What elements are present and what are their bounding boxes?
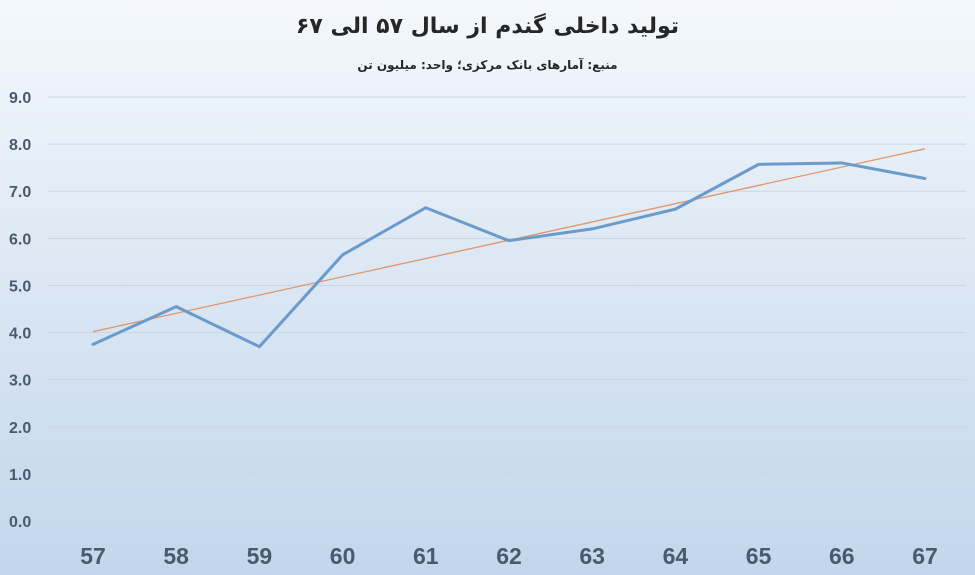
series-layer: [91, 161, 927, 349]
y-tick-label: 2.0: [9, 420, 31, 437]
x-axis-ticks: 57 58 59 60 61 62 63 64 65 66 67: [80, 543, 938, 569]
y-tick-label: 3.0: [9, 373, 31, 390]
y-tick-label: 1.0: [9, 467, 31, 484]
x-tick-label: 60: [330, 543, 356, 569]
x-tick-label: 58: [163, 543, 189, 569]
y-tick-label: 6.0: [9, 231, 31, 248]
y-tick-label: 9.0: [9, 90, 31, 107]
series-line: [91, 161, 927, 349]
x-tick-label: 61: [413, 543, 439, 569]
x-tick-label: 59: [247, 543, 273, 569]
chart-subtitle: منبع: آمارهای بانک مرکزی؛ واحد: میلیون ت…: [357, 58, 618, 72]
y-axis-ticks: 0.0 1.0 2.0 3.0 4.0 5.0 6.0 7.0 8.0 9.0: [9, 90, 31, 531]
x-tick-label: 66: [829, 543, 855, 569]
gridlines: [48, 96, 966, 522]
x-tick-label: 64: [663, 543, 689, 569]
x-tick-label: 63: [579, 543, 605, 569]
y-tick-label: 0.0: [9, 514, 31, 531]
y-tick-label: 4.0: [9, 326, 31, 343]
x-tick-label: 62: [496, 543, 522, 569]
y-tick-label: 8.0: [9, 137, 31, 154]
y-tick-label: 7.0: [9, 184, 31, 201]
chart-title: تولید داخلی گندم از سال ۵۷ الی ۶۷: [295, 14, 680, 39]
x-tick-label: 65: [746, 543, 772, 569]
x-tick-label: 57: [80, 543, 106, 569]
x-tick-label: 67: [912, 543, 938, 569]
y-tick-label: 5.0: [9, 278, 31, 295]
